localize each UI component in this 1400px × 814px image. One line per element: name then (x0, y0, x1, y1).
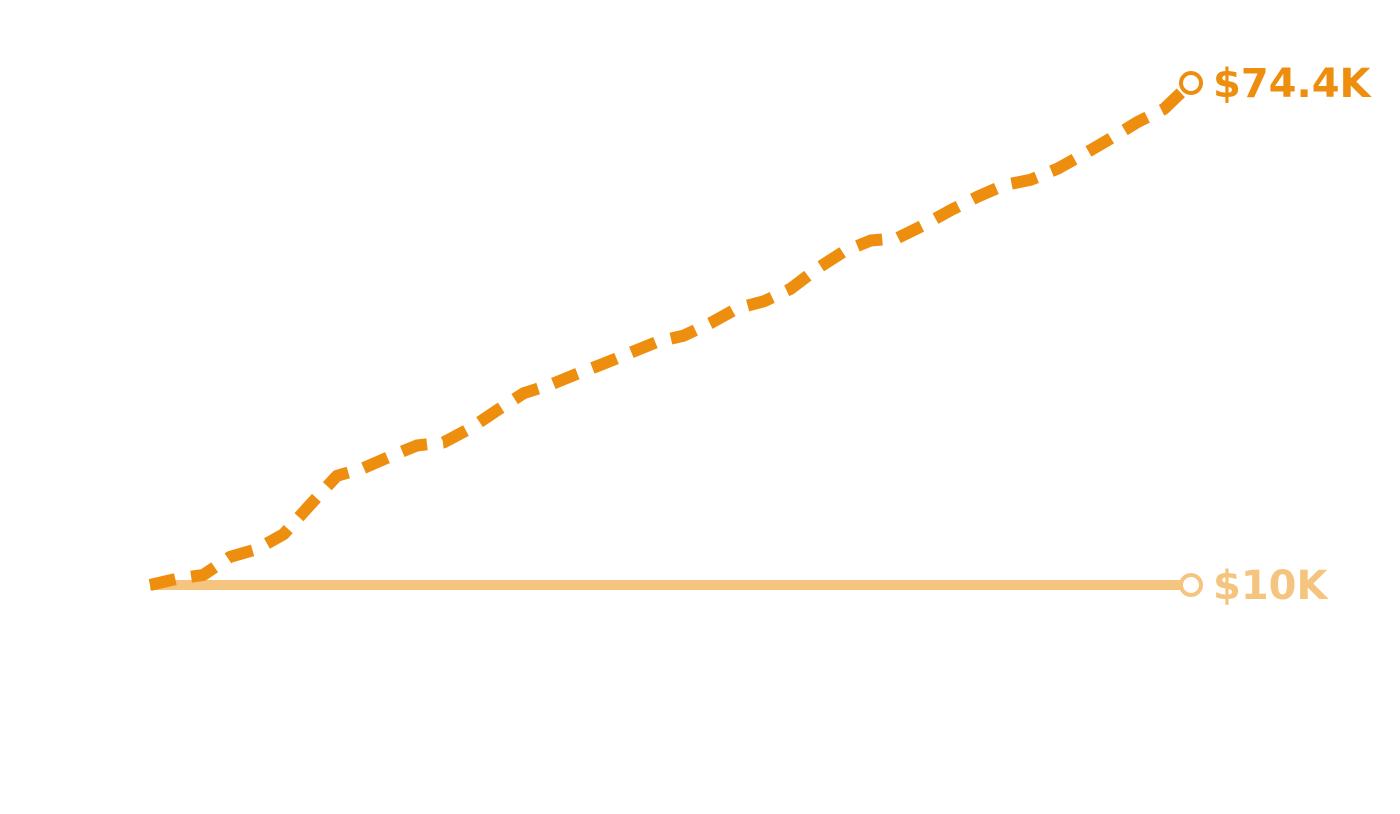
baseline-end-label: $10K (1213, 563, 1329, 609)
growth-end-label: $74.4K (1213, 61, 1373, 107)
end-label-layer: $10K $74.4K (1179, 61, 1373, 609)
growth-end-marker (1179, 71, 1203, 95)
series-layer (148, 78, 1196, 591)
baseline-end-marker (1179, 573, 1203, 597)
growth-line (148, 78, 1196, 591)
